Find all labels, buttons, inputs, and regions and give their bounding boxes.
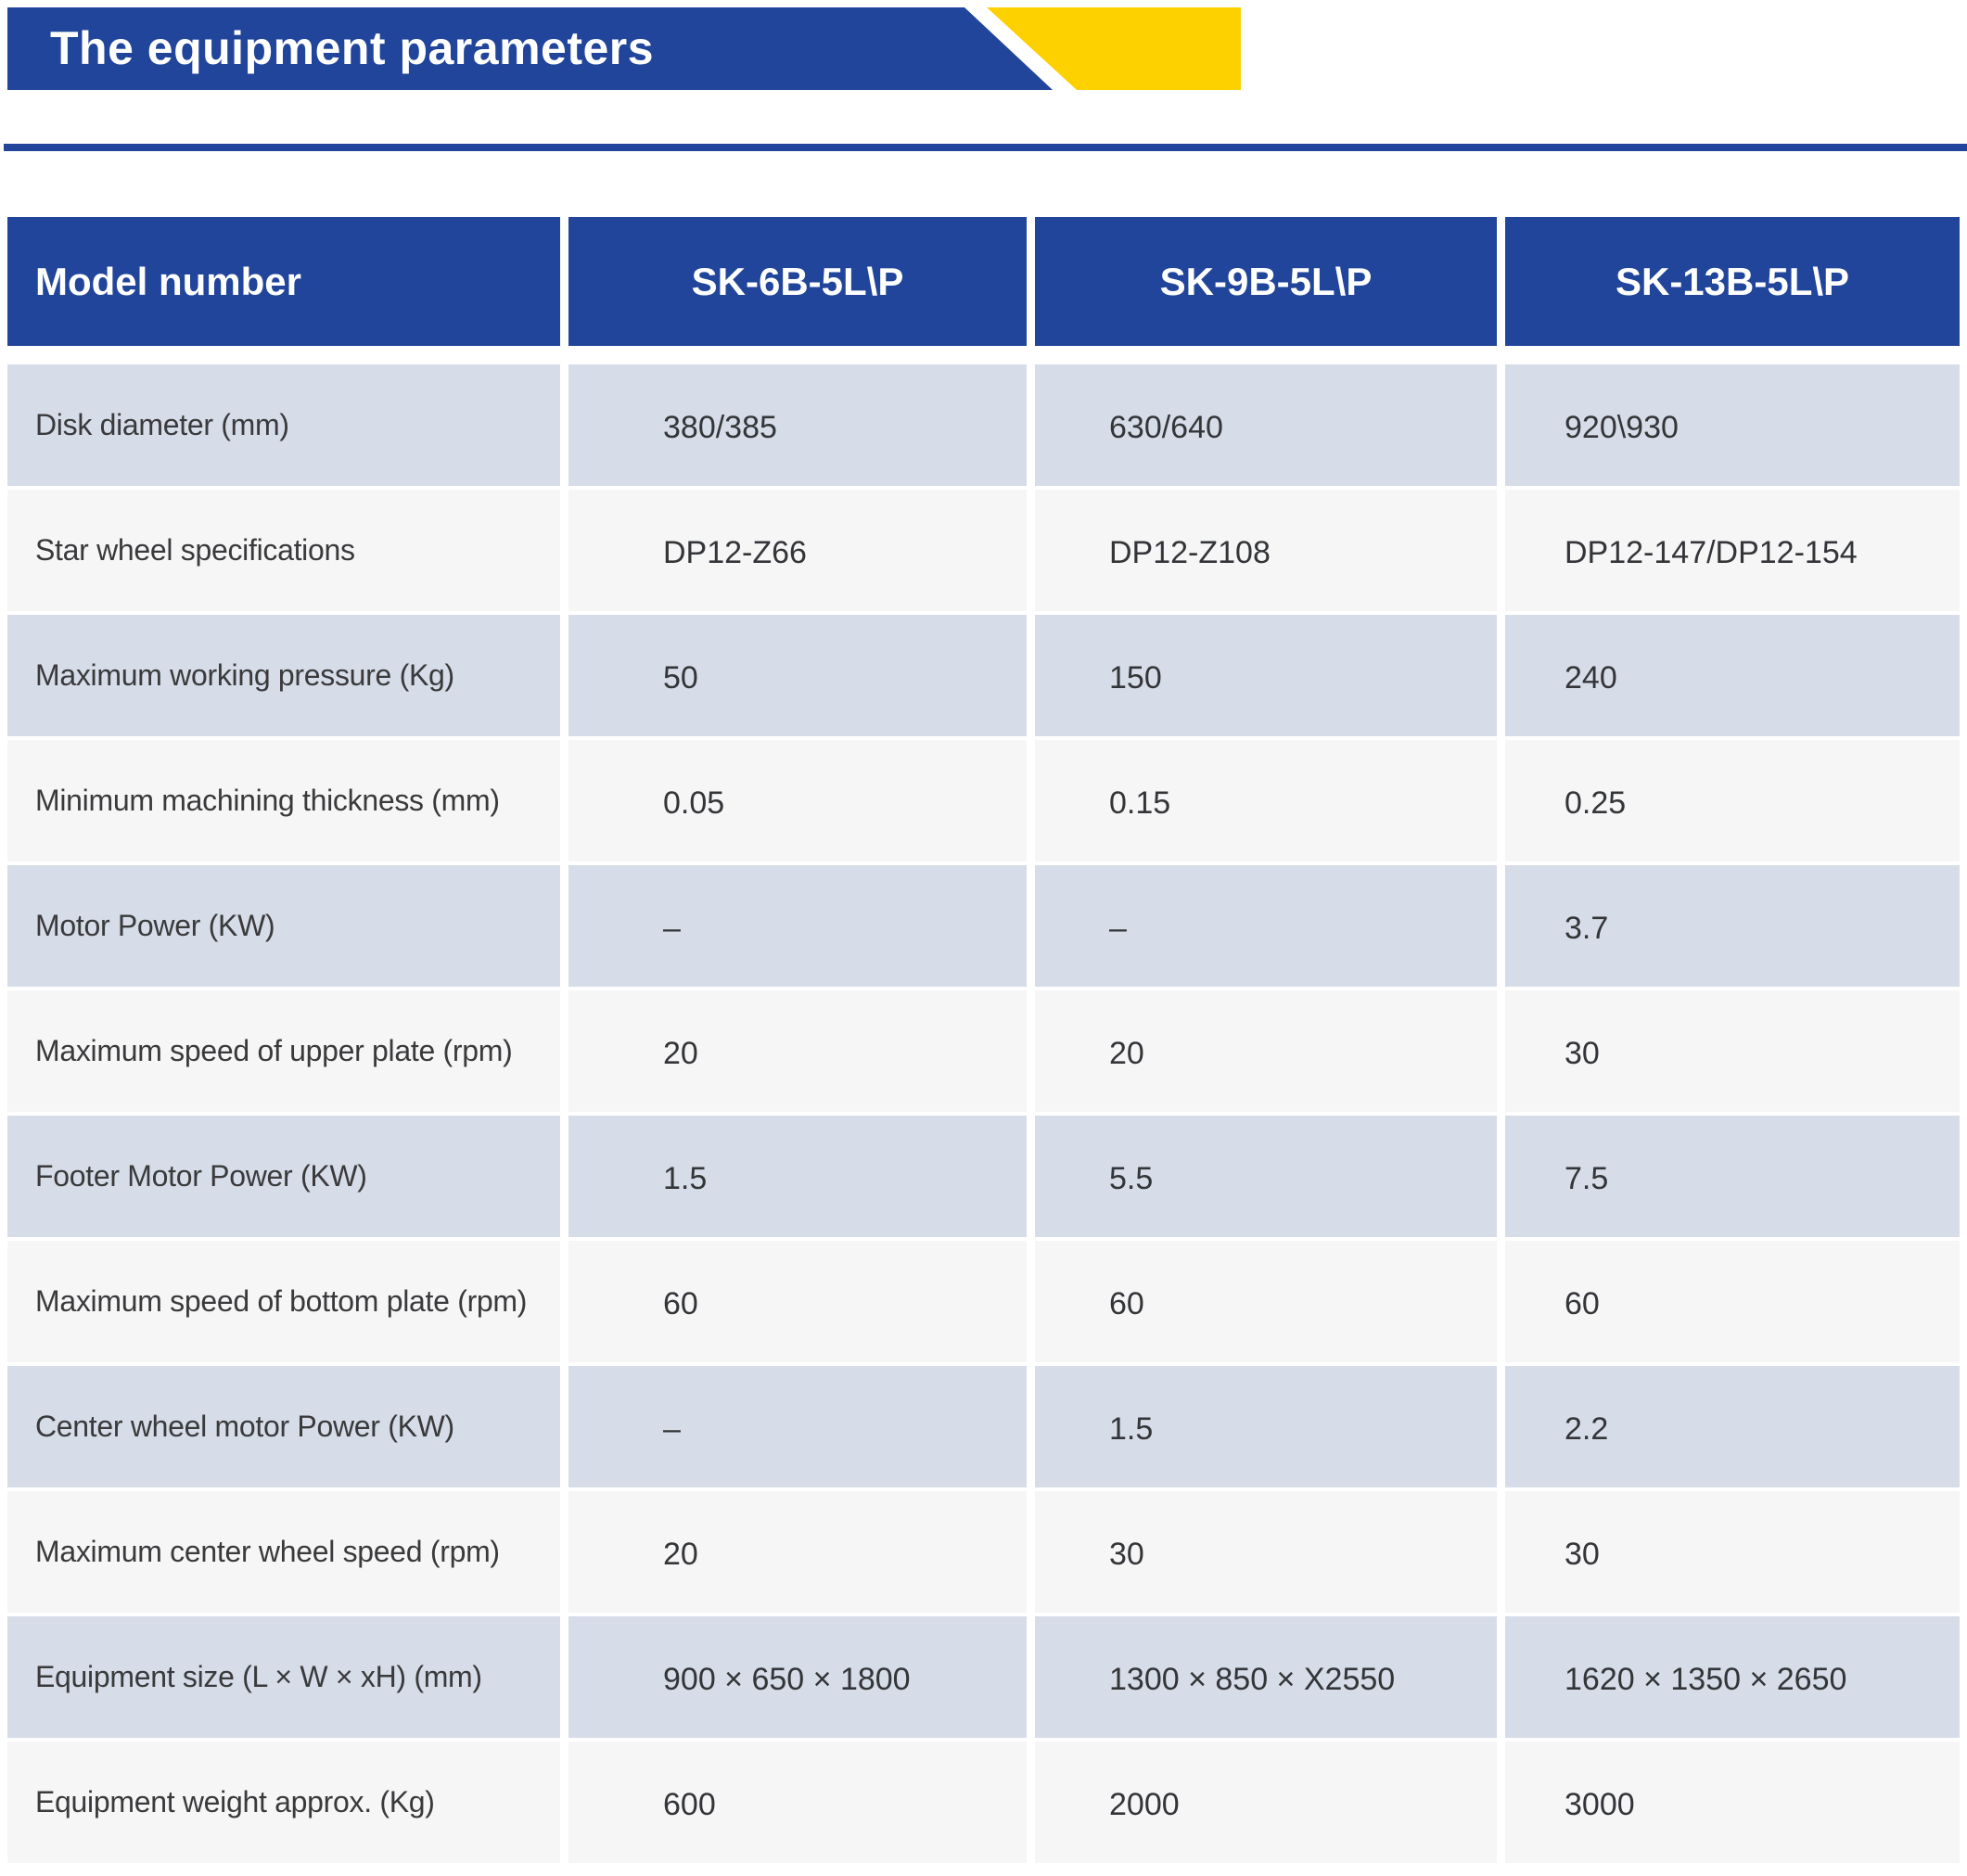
cell-value: – — [560, 865, 1027, 987]
cell-value: 900 × 650 × 1800 — [560, 1616, 1027, 1738]
row-label: Disk diameter (mm) — [7, 364, 560, 486]
cell-value: 60 — [1497, 1241, 1960, 1362]
cell-value: 20 — [1027, 990, 1497, 1112]
row-label: Equipment weight approx. (Kg) — [7, 1742, 560, 1863]
cell-value: 60 — [1027, 1241, 1497, 1362]
row-label: Motor Power (KW) — [7, 865, 560, 987]
cell-value: 7.5 — [1497, 1116, 1960, 1237]
table-header-row: Model number SK-6B-5L\P SK-9B-5L\P SK-13… — [7, 217, 1960, 346]
cell-value: – — [560, 1366, 1027, 1487]
table-row-max-working-pressure: Maximum working pressure (Kg) 50 150 240 — [7, 615, 1960, 736]
divider-line — [4, 144, 1967, 151]
cell-value: 1620 × 1350 × 2650 — [1497, 1616, 1960, 1738]
cell-value: 3000 — [1497, 1742, 1960, 1863]
cell-value: 60 — [560, 1241, 1027, 1362]
cell-value: 630/640 — [1027, 364, 1497, 486]
cell-value: 600 — [560, 1742, 1027, 1863]
column-header-sk-6b: SK-6B-5L\P — [560, 217, 1027, 346]
cell-value: DP12-147/DP12-154 — [1497, 490, 1960, 611]
table-row-min-machining-thickness: Minimum machining thickness (mm) 0.05 0.… — [7, 740, 1960, 861]
cell-value: 0.15 — [1027, 740, 1497, 861]
cell-value: – — [1027, 865, 1497, 987]
column-header-model-number: Model number — [7, 217, 560, 346]
title-banner-blue-shape — [7, 7, 1053, 90]
row-label: Maximum speed of bottom plate (rpm) — [7, 1241, 560, 1362]
row-label: Star wheel specifications — [7, 490, 560, 611]
table-row-star-wheel: Star wheel specifications DP12-Z66 DP12-… — [7, 490, 1960, 611]
cell-value: 1.5 — [1027, 1366, 1497, 1487]
table-row-max-speed-upper-plate: Maximum speed of upper plate (rpm) 20 20… — [7, 990, 1960, 1112]
cell-value: 3.7 — [1497, 865, 1960, 987]
cell-value: 0.25 — [1497, 740, 1960, 861]
cell-value: 920\930 — [1497, 364, 1960, 486]
cell-value: 30 — [1497, 990, 1960, 1112]
cell-value: 240 — [1497, 615, 1960, 736]
cell-value: 30 — [1497, 1491, 1960, 1613]
row-label: Footer Motor Power (KW) — [7, 1116, 560, 1237]
table-row-max-speed-bottom-plate: Maximum speed of bottom plate (rpm) 60 6… — [7, 1241, 1960, 1362]
table-row-disk-diameter: Disk diameter (mm) 380/385 630/640 920\9… — [7, 364, 1960, 486]
cell-value: 5.5 — [1027, 1116, 1497, 1237]
page-title: The equipment parameters — [50, 22, 655, 74]
cell-value: 1.5 — [560, 1116, 1027, 1237]
row-label: Maximum center wheel speed (rpm) — [7, 1491, 560, 1613]
cell-value: 380/385 — [560, 364, 1027, 486]
table-row-max-center-wheel-speed: Maximum center wheel speed (rpm) 20 30 3… — [7, 1491, 1960, 1613]
column-header-sk-9b: SK-9B-5L\P — [1027, 217, 1497, 346]
cell-value: 150 — [1027, 615, 1497, 736]
cell-value: 30 — [1027, 1491, 1497, 1613]
table-row-motor-power: Motor Power (KW) – – 3.7 — [7, 865, 1960, 987]
cell-value: 0.05 — [560, 740, 1027, 861]
row-label: Equipment size (L × W × xH) (mm) — [7, 1616, 560, 1738]
cell-value: 50 — [560, 615, 1027, 736]
table-row-equipment-weight: Equipment weight approx. (Kg) 600 2000 3… — [7, 1742, 1960, 1863]
table-row-center-wheel-motor-power: Center wheel motor Power (KW) – 1.5 2.2 — [7, 1366, 1960, 1487]
cell-value: 1300 × 850 × X2550 — [1027, 1616, 1497, 1738]
cell-value: 2.2 — [1497, 1366, 1960, 1487]
cell-value: 20 — [560, 990, 1027, 1112]
column-header-sk-13b: SK-13B-5L\P — [1497, 217, 1960, 346]
spec-table: Model number SK-6B-5L\P SK-9B-5L\P SK-13… — [7, 217, 1960, 1863]
cell-value: DP12-Z108 — [1027, 490, 1497, 611]
cell-value: DP12-Z66 — [560, 490, 1027, 611]
row-label: Minimum machining thickness (mm) — [7, 740, 560, 861]
table-row-equipment-size: Equipment size (L × W × xH) (mm) 900 × 6… — [7, 1616, 1960, 1738]
table-row-footer-motor-power: Footer Motor Power (KW) 1.5 5.5 7.5 — [7, 1116, 1960, 1237]
row-label: Maximum working pressure (Kg) — [7, 615, 560, 736]
row-label: Maximum speed of upper plate (rpm) — [7, 990, 560, 1112]
cell-value: 20 — [560, 1491, 1027, 1613]
cell-value: 2000 — [1027, 1742, 1497, 1863]
row-label: Center wheel motor Power (KW) — [7, 1366, 560, 1487]
